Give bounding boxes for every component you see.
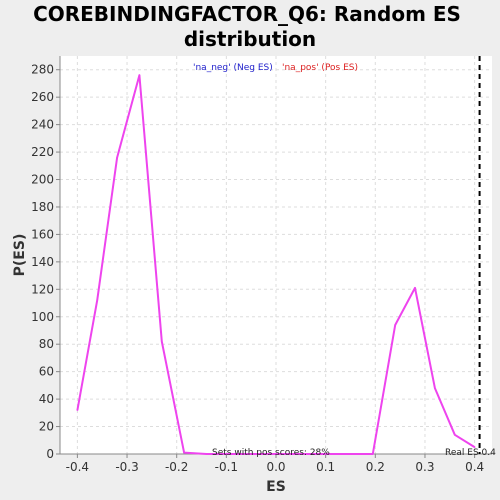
legend-neg: 'na_neg' (Neg ES) [193,63,273,73]
chart-title-line-1: COREBINDINGFACTOR_Q6: Random ES [33,2,461,26]
y-tick-label: 20 [39,420,54,434]
y-tick-label: 180 [31,200,54,214]
y-axis-title: P(ES) [12,234,28,277]
y-tick-label: 120 [31,282,54,296]
series-point [324,453,327,455]
y-tick-label: 100 [31,310,54,324]
y-tick-label: 240 [31,118,54,132]
chart-title-line-2: distribution [184,27,316,51]
x-axis-title: ES [266,479,286,495]
y-tick-label: 200 [31,173,54,187]
y-tick-label: 220 [31,145,54,159]
series-point [96,299,98,302]
x-tick-label: -0.1 [215,460,238,474]
y-tick-label: 60 [39,365,54,379]
series-point [205,453,208,455]
y-tick-label: 280 [31,63,54,77]
series-point [275,453,277,455]
x-tick-label: 0.0 [266,460,285,474]
series-point [161,340,163,343]
x-tick-label: 0.4 [465,460,484,474]
series-point [454,434,456,436]
y-tick-label: 260 [31,90,54,104]
ticks: -0.4 -0.3 -0.2 -0.1 0.0 0.1 0.2 0.3 0.4 0 20 40 60 80… [31,63,484,474]
series-point [76,409,79,411]
x-tick-label: -0.3 [115,460,138,474]
series-point [138,74,141,76]
x-tick-label: 0.3 [415,460,434,474]
y-tick-label: 40 [39,392,54,406]
y-tick-label: 160 [31,227,54,241]
x-tick-label: -0.2 [165,460,188,474]
y-tick-label: 0 [46,447,54,461]
pos-scores-annotation: Sets with pos scores: 28% [212,448,330,458]
y-tick-label: 140 [31,255,54,269]
series-point [225,453,228,455]
legend-pos: 'na_pos' (Pos ES) [282,63,358,73]
x-tick-label: 0.1 [316,460,335,474]
y-tick-label: 80 [39,337,54,351]
series-point [434,387,436,389]
series-point [414,287,416,289]
series-point [183,451,185,454]
series-point [372,453,374,455]
grid [60,56,492,454]
series-point [473,446,476,448]
x-tick-label: 0.2 [366,460,385,474]
series-point [394,324,397,326]
x-tick-label: -0.4 [66,460,89,474]
series-point [116,156,118,159]
series [76,74,476,455]
series-line [76,74,476,455]
real-es-label: Real ES 0.4 [445,448,496,458]
